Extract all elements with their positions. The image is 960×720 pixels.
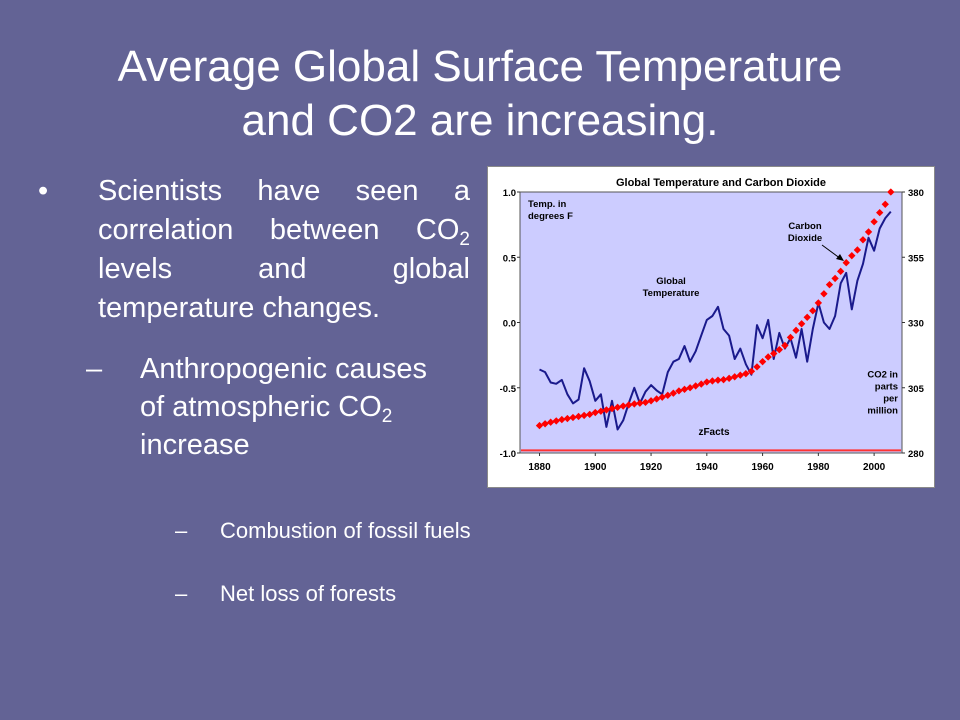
x-tick-label: 1940 xyxy=(696,462,719,473)
co2-point xyxy=(558,415,566,424)
x-tick-label: 2000 xyxy=(863,462,886,473)
co2-point xyxy=(641,398,650,407)
co2-point xyxy=(725,374,733,383)
co2-point xyxy=(742,369,750,378)
left-axis-label: Temp. in xyxy=(528,199,567,210)
co2-point xyxy=(887,188,895,196)
y-tick-label-left: 1.0 xyxy=(503,188,516,199)
y-tick-label-right: 380 xyxy=(908,188,924,199)
co2-annotation-arrowhead xyxy=(836,254,844,261)
dash-marker: – xyxy=(175,581,188,606)
co2-point xyxy=(546,418,555,426)
y-tick-label-right: 280 xyxy=(908,449,924,460)
sub-bullet-forests-text: Net loss of forests xyxy=(220,581,397,606)
y-tick-label-left: 0.5 xyxy=(503,253,517,264)
x-tick-label: 1900 xyxy=(584,462,607,473)
y-tick-label-right: 330 xyxy=(908,319,924,330)
co2-point xyxy=(836,267,845,276)
bullet-correlation-text-a: Scientists have seen a correlation betwe… xyxy=(98,175,470,246)
co2-point xyxy=(647,397,655,405)
subscript-2: 2 xyxy=(381,406,393,427)
chart-svg: Global Temperature and Carbon Dioxide 1.0… xyxy=(500,177,925,473)
subscript-2: 2 xyxy=(459,229,470,250)
sub-bullet-fossil-fuels-text: Combustion of fossil fuels xyxy=(220,518,471,543)
right-axis-label: CO2 in xyxy=(867,369,898,380)
bullet-list: • Scientists have seen a correlation bet… xyxy=(38,172,471,606)
right-axis-label: parts xyxy=(875,381,898,392)
y-tick-label-left: -0.5 xyxy=(500,384,517,395)
right-axis-label: million xyxy=(867,405,898,416)
y-tick-label-right: 355 xyxy=(908,253,925,264)
bullet-anthropogenic-text-a: Anthropogenic causes of atmospheric CO xyxy=(140,353,427,423)
co2-point xyxy=(736,371,744,379)
co2-point xyxy=(814,299,823,307)
co2-point xyxy=(625,401,633,409)
y-tick-label-left: -1.0 xyxy=(500,449,516,460)
co2-point xyxy=(853,246,862,254)
bullet-correlation-text-b: levels and global temperature changes. xyxy=(98,253,470,324)
temperature-annotation: Global xyxy=(656,276,686,287)
bullet-anthropogenic-text-b: increase xyxy=(140,429,250,461)
x-tick-label: 1920 xyxy=(640,462,663,473)
bullet-correlation-text: Scientists have seen a correlation betwe… xyxy=(98,172,470,328)
dash-marker: – xyxy=(86,353,103,385)
chart: Global Temperature and Carbon Dioxide 1.0… xyxy=(487,166,935,488)
y-tick-label-right: 305 xyxy=(908,384,925,395)
co2-point xyxy=(658,393,666,401)
dash-marker: – xyxy=(175,518,188,543)
x-tick-label: 1980 xyxy=(807,462,830,473)
co2-point xyxy=(686,384,694,392)
slide-title: Average Global Surface Temperature and C… xyxy=(40,40,920,148)
bullet-anthropogenic-text: Anthropogenic causes of atmospheric CO2 … xyxy=(140,350,440,464)
co2-point xyxy=(675,387,683,395)
temperature-annotation: Temperature xyxy=(643,288,700,299)
co2-point xyxy=(758,357,767,366)
x-tick-label: 1880 xyxy=(528,462,551,473)
left-axis-label: degrees F xyxy=(528,211,573,222)
co2-annotation: Dioxide xyxy=(788,233,822,244)
co2-point xyxy=(636,399,644,407)
co2-point xyxy=(831,274,839,283)
co2-point xyxy=(792,326,800,335)
co2-point xyxy=(563,414,572,423)
temperature-series-line xyxy=(539,210,892,431)
bullet-marker: • xyxy=(38,175,49,207)
co2-point xyxy=(753,363,761,371)
right-axis-label: per xyxy=(883,393,898,404)
co2-point xyxy=(602,406,611,414)
plot-area xyxy=(519,191,903,454)
co2-point xyxy=(848,252,856,260)
co2-point xyxy=(764,353,772,361)
source-label: zFacts xyxy=(698,427,730,438)
co2-annotation: Carbon xyxy=(788,221,821,232)
y-tick-label-left: 0.0 xyxy=(503,319,516,330)
slide-title-line-1: Average Global Surface Temperature xyxy=(117,42,843,91)
x-tick-label: 1960 xyxy=(751,462,774,473)
co2-point xyxy=(797,320,806,328)
chart-title: Global Temperature and Carbon Dioxide xyxy=(616,177,826,189)
co2-point xyxy=(541,420,549,428)
co2-point xyxy=(731,373,739,381)
co2-point xyxy=(870,218,878,226)
co2-annotation-pointer xyxy=(821,244,842,260)
slide-title-line-2: and CO2 are increasing. xyxy=(241,96,719,145)
